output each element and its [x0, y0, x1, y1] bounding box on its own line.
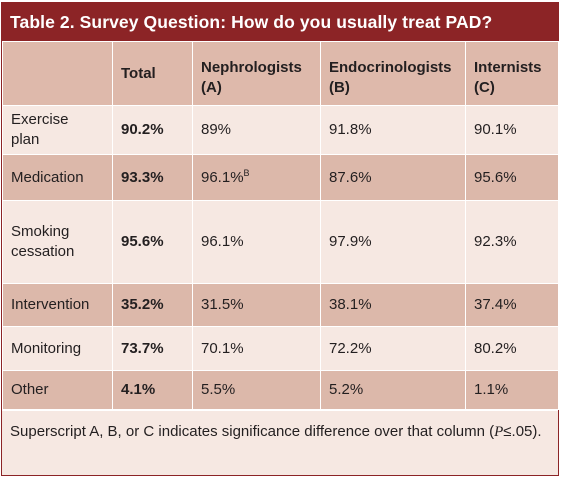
- internists-cell: 1.1%: [465, 370, 559, 410]
- endocrinologists-cell: 72.2%: [320, 326, 466, 371]
- nephrologists-cell: 5.5%: [192, 370, 321, 410]
- total-cell: 73.7%: [112, 326, 193, 371]
- nephrologists-value: 96.1%: [201, 168, 244, 186]
- total-cell: 90.2%: [112, 105, 193, 155]
- internists-cell: 90.1%: [465, 105, 559, 155]
- header-endocrinologists: Endocrinologists (B): [320, 41, 466, 106]
- endocrinologists-cell: 38.1%: [320, 283, 466, 327]
- endocrinologists-cell: 97.9%: [320, 200, 466, 284]
- total-cell: 35.2%: [112, 283, 193, 327]
- header-blank: [2, 41, 113, 106]
- row-label: Intervention: [2, 283, 113, 327]
- internists-cell: 95.6%: [465, 154, 559, 201]
- row-label: Smoking cessation: [2, 200, 113, 284]
- internists-cell: 37.4%: [465, 283, 559, 327]
- total-cell: 95.6%: [112, 200, 193, 284]
- footnote-p-symbol: P: [494, 424, 504, 440]
- nephrologists-cell: 89%: [192, 105, 321, 155]
- nephrologists-cell: 96.1%: [192, 200, 321, 284]
- table-row: Monitoring 73.7% 70.1% 72.2% 80.2%: [2, 326, 559, 371]
- header-internists: Internists (C): [465, 41, 559, 106]
- internists-cell: 80.2%: [465, 326, 559, 371]
- footnote-text: Superscript A, B, or C indicates signifi…: [10, 423, 495, 440]
- endocrinologists-cell: 91.8%: [320, 105, 466, 155]
- table-row: Exercise plan 90.2% 89% 91.8% 90.1%: [2, 105, 559, 155]
- row-label: Other: [2, 370, 113, 410]
- table-row: Smoking cessation 95.6% 96.1% 97.9% 92.3…: [2, 200, 559, 284]
- row-label: Exercise plan: [2, 105, 113, 155]
- header-total: Total: [112, 41, 193, 106]
- footnote-threshold: ≤.05).: [503, 423, 542, 440]
- row-label: Medication: [2, 154, 113, 201]
- total-cell: 93.3%: [112, 154, 193, 201]
- table-header-row: Total Nephrologists (A) Endocrinologists…: [2, 41, 559, 106]
- row-label: Monitoring: [2, 326, 113, 371]
- endocrinologists-cell: 87.6%: [320, 154, 466, 201]
- nephrologists-cell: 70.1%: [192, 326, 321, 371]
- significance-superscript: B: [243, 167, 250, 178]
- table-footnote: Superscript A, B, or C indicates signifi…: [2, 410, 558, 475]
- internists-cell: 92.3%: [465, 200, 559, 284]
- nephrologists-cell: 31.5%: [192, 283, 321, 327]
- table-row: Intervention 35.2% 31.5% 38.1% 37.4%: [2, 283, 559, 327]
- header-nephrologists: Nephrologists (A): [192, 41, 321, 106]
- endocrinologists-cell: 5.2%: [320, 370, 466, 410]
- nephrologists-cell: 96.1%B: [192, 154, 321, 201]
- total-cell: 4.1%: [112, 370, 193, 410]
- table-title: Table 2. Survey Question: How do you usu…: [2, 3, 558, 41]
- table-row: Medication 93.3% 96.1%B 87.6% 95.6%: [2, 154, 559, 201]
- survey-table: Total Nephrologists (A) Endocrinologists…: [2, 41, 559, 410]
- table-row: Other 4.1% 5.5% 5.2% 1.1%: [2, 370, 559, 410]
